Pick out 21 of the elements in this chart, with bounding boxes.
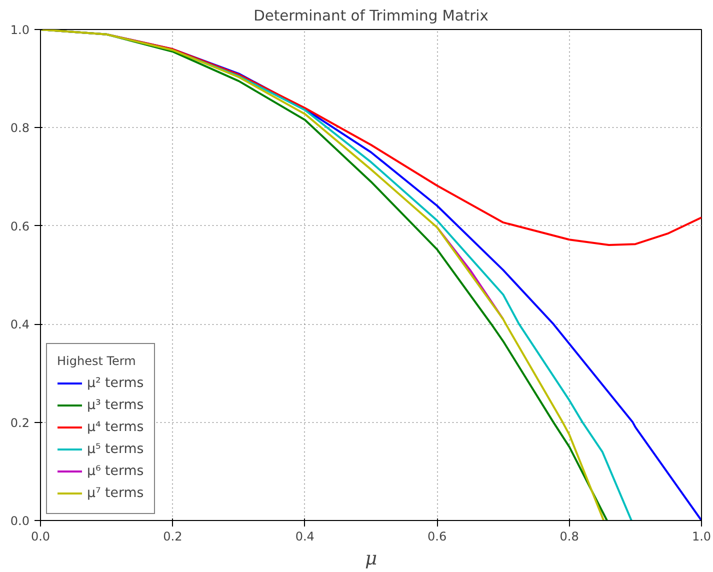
y-tick-label: 0.4 (10, 318, 30, 332)
x-axis-title: μ (364, 548, 378, 570)
legend-label: μ² terms (87, 376, 144, 390)
legend-label: μ⁵ terms (87, 442, 144, 456)
x-tick-label: 0.2 (163, 530, 182, 544)
y-tick-label: 0.2 (10, 416, 30, 430)
x-tick-label: 1.0 (692, 530, 712, 544)
legend-label: μ⁴ terms (87, 420, 144, 434)
x-tick-label: 0.6 (428, 530, 447, 544)
y-tick-label: 0.6 (10, 219, 30, 234)
legend-title: Highest Term (57, 354, 137, 368)
legend-label: μ⁷ terms (87, 486, 144, 500)
legend-label: μ⁶ terms (87, 464, 144, 478)
x-tick-label: 0.0 (30, 530, 50, 544)
y-tick-label: 0.8 (10, 121, 30, 136)
y-tick-label: 1.0 (10, 23, 30, 37)
x-tick-label: 0.8 (560, 530, 579, 544)
chart-title: Determinant of Trimming Matrix (254, 8, 489, 24)
y-tick-label: 0.0 (10, 514, 30, 528)
legend-label: μ³ terms (87, 398, 144, 412)
x-tick-label: 0.4 (295, 530, 314, 544)
